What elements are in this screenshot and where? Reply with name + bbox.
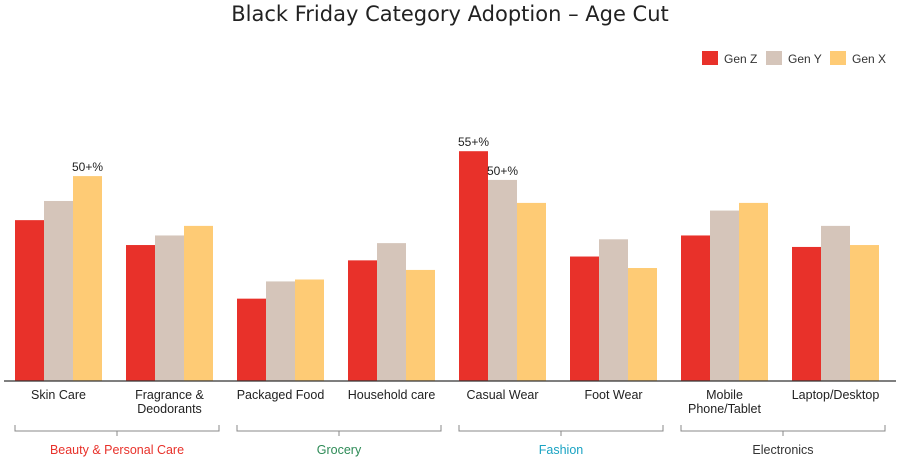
group-bracket-1 <box>236 425 442 436</box>
x-tick-label-7: Laptop/Desktop <box>792 388 880 402</box>
x-tick-label-0: Skin Care <box>31 388 86 402</box>
legend-swatch-gen-x <box>830 51 846 65</box>
legend-swatch-gen-z <box>702 51 718 65</box>
bar-5-gen-y <box>599 239 628 381</box>
x-tick-label-2: Packaged Food <box>237 388 325 402</box>
bar-0-gen-y <box>44 200 73 381</box>
x-tick-label-1: Fragrance & Deodorants <box>135 388 204 416</box>
category-groups: Beauty & Personal Care Grocery Fashion Elec… <box>14 425 886 457</box>
bar-1-gen-z <box>126 245 155 381</box>
legend-label-gen-y: Gen Y <box>788 52 822 66</box>
bar-6-gen-x <box>739 202 768 381</box>
x-tick-label-5: Foot Wear <box>584 388 642 402</box>
bar-5-gen-z <box>570 256 599 381</box>
x-tick-label-3: Household care <box>348 388 436 402</box>
bar-7-gen-z <box>792 246 821 381</box>
group-label-0: Beauty & Personal Care <box>50 443 184 457</box>
group-bracket-0 <box>14 425 220 436</box>
group-bracket-2 <box>458 425 664 436</box>
group-bracket-3 <box>680 425 886 436</box>
data-label-2: 50+% <box>487 164 518 178</box>
data-label-0: 50+% <box>72 160 103 174</box>
x-tick-labels: Skin Care Fragrance & Deodorants Packaged F… <box>31 388 879 416</box>
bar-4-gen-y <box>488 179 517 381</box>
chart-title: Black Friday Category Adoption – Age Cut <box>231 2 669 26</box>
bar-1-gen-y <box>155 235 184 381</box>
bar-3-gen-x <box>406 269 435 381</box>
legend-label-gen-x: Gen X <box>852 52 886 66</box>
bar-7-gen-y <box>821 225 850 381</box>
legend-label-gen-z: Gen Z <box>724 52 757 66</box>
bar-0-gen-x <box>73 176 102 381</box>
bar-2-gen-y <box>266 281 295 381</box>
bar-5-gen-x <box>628 268 657 381</box>
x-tick-label-4: Casual Wear <box>466 388 538 402</box>
bar-4-gen-x <box>517 202 546 381</box>
bar-3-gen-y <box>377 243 406 381</box>
bar-6-gen-z <box>681 235 710 381</box>
group-label-3: Electronics <box>752 443 813 457</box>
bar-2-gen-x <box>295 279 324 381</box>
legend: Gen Z Gen Y Gen X <box>702 51 886 66</box>
bar-2-gen-z <box>237 298 266 381</box>
group-label-1: Grocery <box>317 443 362 457</box>
bar-3-gen-z <box>348 260 377 381</box>
group-label-2: Fashion <box>539 443 584 457</box>
bar-1-gen-x <box>184 225 213 381</box>
bar-4-gen-z <box>459 151 488 381</box>
data-label-1: 55+% <box>458 135 489 149</box>
bar-6-gen-y <box>710 210 739 381</box>
x-tick-label-6: Mobile Phone/Tablet <box>688 388 762 416</box>
legend-swatch-gen-y <box>766 51 782 65</box>
bar-7-gen-x <box>850 245 879 381</box>
bar-0-gen-z <box>15 220 44 381</box>
bars: 50+% 55+% 50+% <box>15 135 879 381</box>
